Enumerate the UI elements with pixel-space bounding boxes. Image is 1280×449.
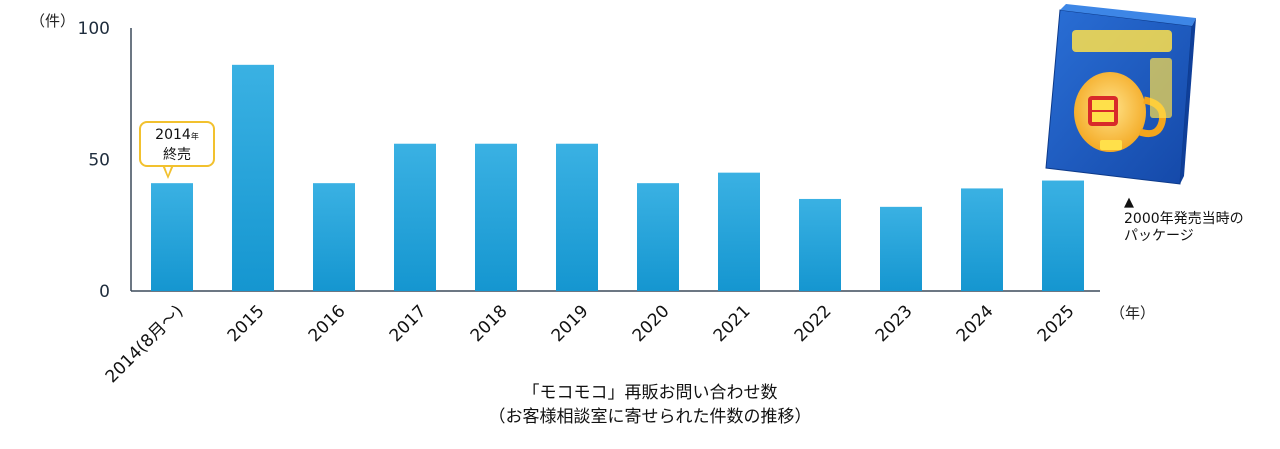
x-axis-label: （年）	[1110, 304, 1155, 322]
x-tick-label: 2016	[305, 301, 350, 346]
bar-11	[961, 188, 1003, 291]
x-tick-label: 2025	[1034, 301, 1079, 346]
axes	[130, 28, 1100, 292]
x-tick-label: 2014(8月～)	[102, 301, 188, 387]
bars	[151, 64, 1084, 291]
y-axis-label: （件）	[30, 12, 75, 30]
x-tick-label: 2019	[548, 301, 593, 346]
y-tick-labels: 0 50 100	[78, 19, 110, 302]
x-tick-label: 2023	[872, 301, 917, 346]
package-note: ▲ 2000年発売当時の パッケージ	[1124, 194, 1244, 245]
bar-1	[151, 183, 193, 291]
bar-12	[1042, 180, 1084, 291]
y-tick-label: 100	[78, 19, 110, 39]
x-tick-labels: 2014(8月～) 2015 2016 2017 2018 2019 2020 2021 202…	[102, 301, 1079, 387]
x-tick-label: 2018	[467, 301, 512, 346]
x-tick-label: 2015	[224, 301, 269, 346]
bar-5	[475, 143, 517, 291]
x-tick-label: 2017	[386, 301, 431, 346]
discontinued-callout: 2014年 終売	[139, 121, 215, 167]
chart-subtitle: （お客様相談室に寄せられた件数の推移）	[488, 407, 812, 427]
callout-text: 終売	[163, 147, 191, 163]
x-tick-label: 2024	[953, 301, 998, 346]
y-tick-label: 50	[88, 151, 110, 171]
package-note-line2: パッケージ	[1124, 228, 1194, 244]
x-tick-label: 2021	[710, 301, 755, 346]
mug-cake-package-image	[1045, 4, 1196, 185]
bar-4	[394, 143, 436, 291]
chart-title: 「モコモコ」再販お問い合わせ数	[522, 383, 778, 403]
bar-7	[637, 183, 679, 291]
callout-year: 2014年	[155, 127, 199, 143]
callout-tail-inner	[164, 164, 172, 175]
bar-6	[556, 143, 598, 291]
bar-8	[718, 172, 760, 291]
x-tick-label: 2020	[629, 301, 674, 346]
bar-10	[880, 206, 922, 291]
triangle-marker: ▲	[1124, 195, 1134, 210]
bar-3	[313, 183, 355, 291]
bar-9	[799, 198, 841, 291]
package-note-line1: 2000年発売当時の	[1124, 211, 1244, 227]
y-tick-label: 0	[99, 282, 110, 302]
bar-2	[232, 64, 274, 291]
x-tick-label: 2022	[791, 301, 836, 346]
